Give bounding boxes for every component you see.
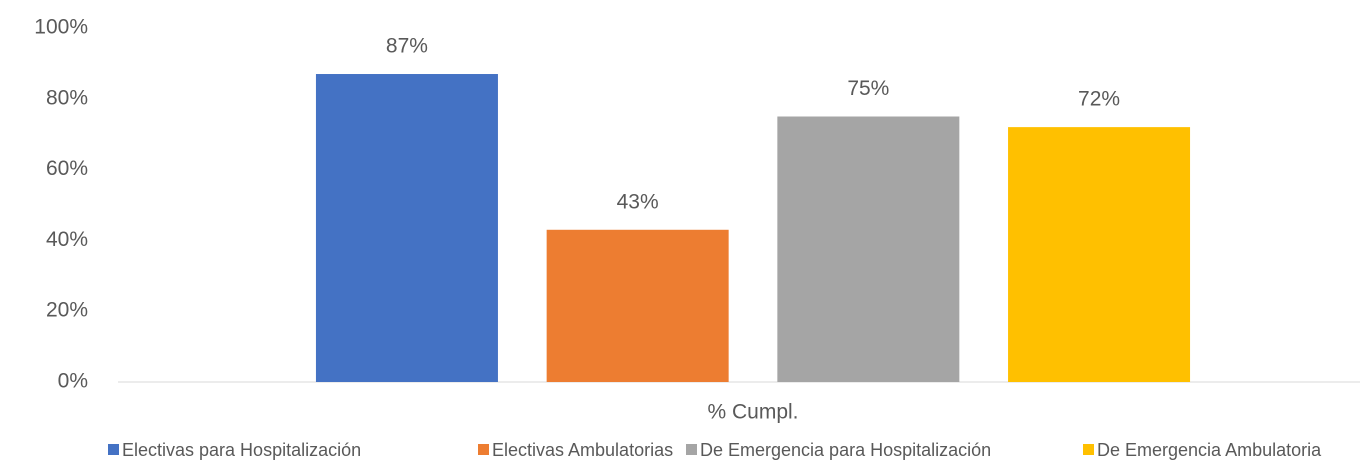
data-label: 43% bbox=[617, 190, 659, 213]
data-label: 87% bbox=[386, 35, 428, 58]
data-label: 72% bbox=[1078, 88, 1120, 111]
legend-label: Electivas para Hospitalización bbox=[122, 440, 361, 460]
bar bbox=[546, 229, 729, 382]
y-tick-label: 40% bbox=[46, 228, 88, 251]
y-tick-label: 0% bbox=[58, 370, 88, 393]
bar bbox=[777, 116, 960, 382]
legend-label: De Emergencia Ambulatoria bbox=[1097, 440, 1322, 460]
x-tick-label: % Cumpl. bbox=[707, 401, 798, 424]
legend-swatch bbox=[108, 444, 119, 455]
legend-swatch bbox=[686, 444, 697, 455]
legend-swatch bbox=[478, 444, 489, 455]
y-tick-label: 80% bbox=[46, 86, 88, 109]
bar bbox=[315, 74, 498, 383]
legend-swatch bbox=[1083, 444, 1094, 455]
data-label: 75% bbox=[847, 77, 889, 100]
legend-label: Electivas Ambulatorias bbox=[492, 440, 673, 460]
y-tick-label: 60% bbox=[46, 157, 88, 180]
legend-label: De Emergencia para Hospitalización bbox=[700, 440, 991, 460]
y-tick-label: 20% bbox=[46, 299, 88, 322]
y-tick-label: 100% bbox=[34, 16, 88, 39]
bar bbox=[1008, 127, 1191, 383]
